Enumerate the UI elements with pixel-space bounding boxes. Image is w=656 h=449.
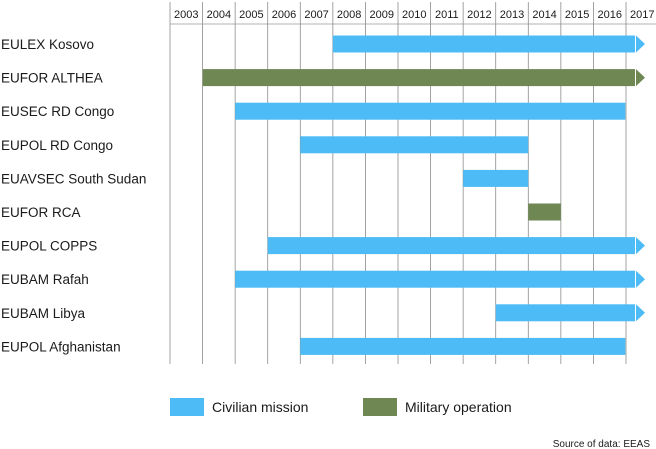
mission-bars bbox=[202, 35, 645, 355]
mission-label: EUFOR ALTHEA bbox=[1, 71, 103, 86]
mission-bar-civilian bbox=[495, 304, 635, 322]
year-label-2016: 2016 bbox=[597, 9, 621, 21]
mission-label: EUSEC RD Congo bbox=[1, 104, 114, 119]
year-label-2010: 2010 bbox=[402, 9, 426, 21]
year-label-2008: 2008 bbox=[337, 9, 361, 21]
legend: Civilian mission Military operation bbox=[170, 398, 512, 416]
year-label-2004: 2004 bbox=[207, 9, 231, 21]
mission-bar-civilian bbox=[300, 337, 626, 355]
mission-label: EUBAM Rafah bbox=[1, 272, 89, 287]
mission-bar-civilian bbox=[463, 169, 529, 187]
year-label-2009: 2009 bbox=[369, 9, 393, 21]
mission-bar-military bbox=[528, 203, 561, 221]
mission-label: EUFOR RCA bbox=[1, 205, 81, 220]
year-label-2012: 2012 bbox=[467, 9, 491, 21]
mission-bar-civilian bbox=[235, 270, 635, 288]
ongoing-arrow-icon bbox=[636, 69, 645, 87]
year-axis: 2003 2004 2005 2006 2007 2008 2009 2010 2011 2012… bbox=[174, 9, 654, 21]
mission-bar-civilian bbox=[267, 237, 635, 255]
mission-label: EUBAM Libya bbox=[1, 306, 86, 321]
mission-bar-civilian bbox=[332, 35, 635, 53]
year-label-2014: 2014 bbox=[532, 9, 556, 21]
year-label-2005: 2005 bbox=[239, 9, 263, 21]
legend-civilian-label: Civilian mission bbox=[212, 399, 308, 415]
mission-label: EULEX Kosovo bbox=[1, 37, 94, 52]
ongoing-arrow-icon bbox=[636, 237, 645, 255]
mission-label: EUAVSEC South Sudan bbox=[1, 171, 146, 186]
mission-bar-civilian bbox=[300, 136, 529, 154]
mission-bar-civilian bbox=[235, 102, 626, 120]
mission-label: EUPOL Afghanistan bbox=[1, 339, 121, 354]
mission-label-column: EULEX Kosovo EUFOR ALTHEA EUSEC RD Congo EU… bbox=[1, 37, 146, 354]
year-label-2017: 2017 bbox=[630, 9, 654, 21]
year-label-2011: 2011 bbox=[435, 9, 459, 21]
mission-label: EUPOL RD Congo bbox=[1, 138, 113, 153]
ongoing-arrow-icon bbox=[636, 35, 645, 53]
ongoing-arrow-icon bbox=[636, 304, 645, 322]
legend-civilian-swatch bbox=[170, 398, 204, 416]
mission-label: EUPOL COPPS bbox=[1, 239, 97, 254]
legend-military-label: Military operation bbox=[405, 399, 512, 415]
year-label-2003: 2003 bbox=[174, 9, 198, 21]
year-label-2013: 2013 bbox=[500, 9, 524, 21]
year-label-2006: 2006 bbox=[272, 9, 296, 21]
year-label-2007: 2007 bbox=[304, 9, 328, 21]
legend-military-swatch bbox=[363, 398, 397, 416]
source-note: Source of data: EEAS bbox=[553, 439, 651, 449]
mission-bar-military bbox=[202, 69, 636, 87]
year-label-2015: 2015 bbox=[565, 9, 589, 21]
ongoing-arrow-icon bbox=[636, 270, 645, 288]
